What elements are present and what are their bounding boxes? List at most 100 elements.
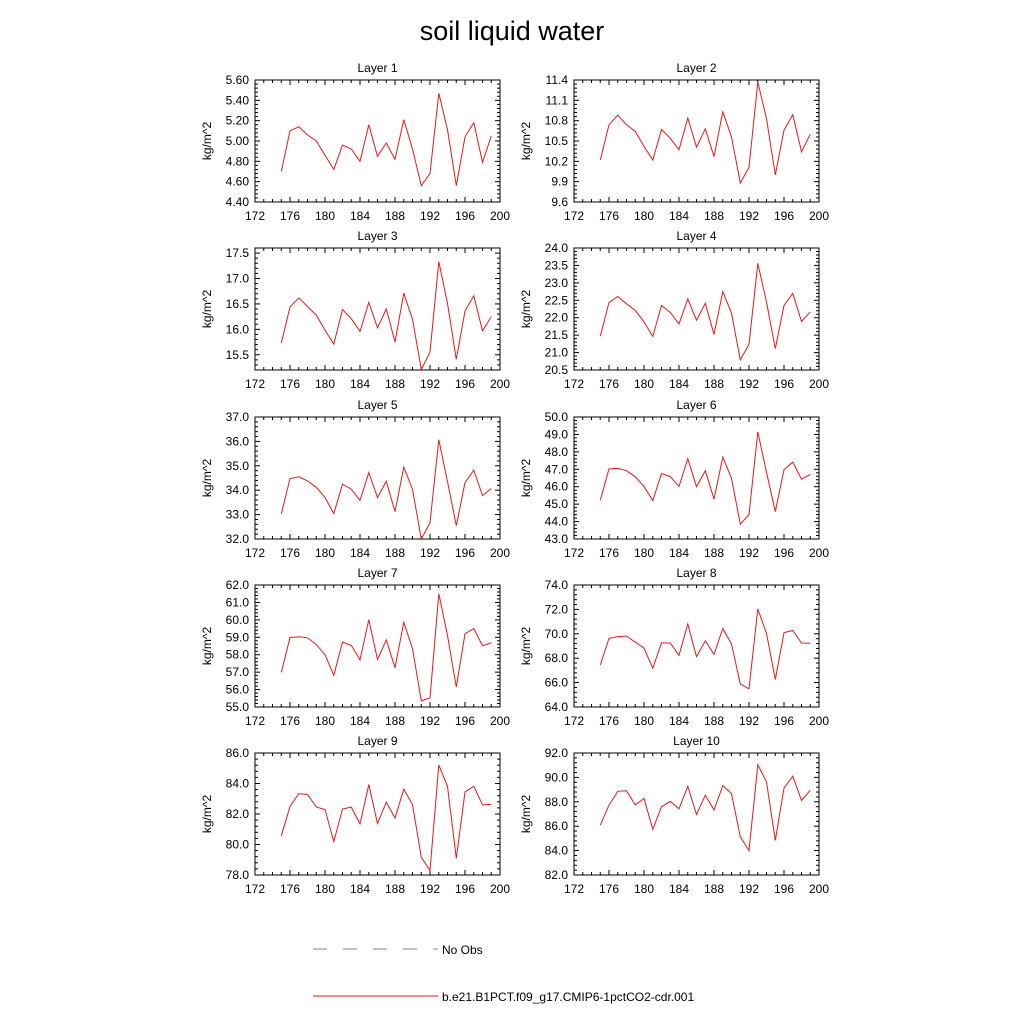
y-tick-label: 4.40: [226, 195, 250, 209]
plot-frame: [254, 79, 501, 203]
x-tick-label: 172: [245, 209, 265, 223]
x-tick-label: 192: [420, 714, 440, 728]
y-axis-label: kg/m^2: [519, 459, 533, 498]
x-tick-label: 184: [669, 714, 689, 728]
x-tick-label: 200: [490, 377, 510, 391]
x-tick-label: 192: [739, 377, 759, 391]
y-tick-label: 84.0: [545, 844, 569, 858]
x-tick-label: 176: [280, 714, 300, 728]
y-tick-label: 21.5: [545, 328, 569, 342]
legend-no-obs-label: No Obs: [442, 943, 483, 957]
series-line: [599, 608, 811, 690]
y-tick-label: 78.0: [226, 868, 250, 882]
x-tick-label: 172: [564, 546, 584, 560]
y-tick-label: 57.0: [226, 665, 250, 679]
x-tick-label: 180: [634, 209, 654, 223]
x-tick-label: 192: [739, 714, 759, 728]
legend-series-label: b.e21.B1PCT.f09_g17.CMIP6-1pctCO2-cdr.00…: [442, 990, 694, 1004]
plot-frame: [254, 752, 501, 876]
x-tick-label: 176: [280, 377, 300, 391]
y-tick-label: 16.5: [226, 297, 250, 311]
x-tick-label: 192: [420, 882, 440, 896]
y-tick-label: 82.0: [545, 868, 569, 882]
y-tick-label: 86.0: [226, 746, 250, 760]
x-tick-label: 176: [280, 546, 300, 560]
x-tick-label: 180: [634, 377, 654, 391]
series-line: [280, 93, 492, 187]
x-tick-label: 200: [490, 714, 510, 728]
x-tick-label: 184: [669, 546, 689, 560]
x-tick-label: 180: [315, 882, 335, 896]
plot-frame: [254, 247, 501, 371]
series-line: [599, 763, 811, 853]
x-tick-label: 172: [245, 882, 265, 896]
x-tick-label: 188: [704, 882, 724, 896]
y-tick-label: 74.0: [545, 578, 569, 592]
y-tick-label: 33.0: [226, 508, 250, 522]
x-tick-label: 176: [599, 377, 619, 391]
y-tick-label: 68.0: [545, 651, 569, 665]
series-line: [280, 261, 492, 372]
y-tick-label: 47.0: [545, 462, 569, 476]
x-tick-label: 200: [490, 209, 510, 223]
y-tick-label: 23.5: [545, 258, 569, 272]
x-tick-label: 172: [564, 882, 584, 896]
x-tick-label: 200: [809, 209, 829, 223]
x-tick-label: 196: [774, 714, 794, 728]
y-tick-label: 92.0: [545, 746, 569, 760]
x-tick-label: 184: [669, 377, 689, 391]
x-tick-label: 176: [599, 714, 619, 728]
panel-title: Layer 9: [357, 734, 397, 748]
panel-title: Layer 1: [357, 61, 397, 75]
panel-title: Layer 8: [676, 566, 716, 580]
x-tick-label: 172: [245, 377, 265, 391]
y-tick-label: 22.5: [545, 293, 569, 307]
series-line: [280, 764, 492, 872]
x-tick-label: 200: [490, 882, 510, 896]
x-tick-label: 200: [490, 546, 510, 560]
y-tick-label: 60.0: [226, 613, 250, 627]
x-tick-label: 180: [634, 714, 654, 728]
y-tick-label: 64.0: [545, 700, 569, 714]
y-tick-label: 36.0: [226, 434, 250, 448]
x-tick-label: 184: [669, 209, 689, 223]
x-tick-label: 188: [385, 714, 405, 728]
x-tick-label: 184: [669, 882, 689, 896]
plot-frame: [573, 247, 820, 371]
y-tick-label: 61.0: [226, 595, 250, 609]
x-tick-label: 196: [455, 882, 475, 896]
panel-title: Layer 2: [676, 61, 716, 75]
y-tick-label: 48.0: [545, 445, 569, 459]
y-tick-label: 21.0: [545, 346, 569, 360]
y-axis-label: kg/m^2: [200, 459, 214, 498]
x-tick-label: 184: [350, 882, 370, 896]
y-tick-label: 9.6: [551, 195, 568, 209]
x-tick-label: 180: [634, 546, 654, 560]
y-tick-label: 46.0: [545, 480, 569, 494]
x-tick-label: 184: [350, 209, 370, 223]
panel-layer-7: Layer 7 kg/m^2 172 176 180 184 188 192 196 200 55.…: [200, 566, 510, 728]
x-tick-label: 196: [455, 209, 475, 223]
y-tick-label: 88.0: [545, 795, 569, 809]
y-tick-label: 17.5: [226, 246, 250, 260]
legend: No Obs b.e21.B1PCT.f09_g17.CMIP6-1pctCO2…: [313, 943, 694, 1004]
y-tick-label: 82.0: [226, 807, 250, 821]
x-tick-label: 192: [739, 882, 759, 896]
y-tick-label: 80.0: [226, 838, 250, 852]
plot-frame: [573, 584, 820, 708]
x-tick-label: 180: [634, 882, 654, 896]
y-tick-label: 20.5: [545, 363, 569, 377]
y-tick-label: 10.5: [545, 134, 569, 148]
panel-layer-5: Layer 5 kg/m^2 172 176 180 184 188 192 196 200 32.…: [200, 398, 510, 560]
x-tick-label: 184: [350, 714, 370, 728]
y-tick-label: 11.1: [546, 93, 569, 107]
series-line: [280, 439, 492, 541]
x-tick-label: 172: [564, 714, 584, 728]
y-tick-label: 70.0: [545, 627, 569, 641]
y-tick-label: 22.0: [545, 311, 569, 325]
x-tick-label: 188: [385, 377, 405, 391]
y-tick-label: 17.0: [226, 272, 250, 286]
y-axis-label: kg/m^2: [519, 122, 533, 161]
x-tick-label: 188: [704, 714, 724, 728]
